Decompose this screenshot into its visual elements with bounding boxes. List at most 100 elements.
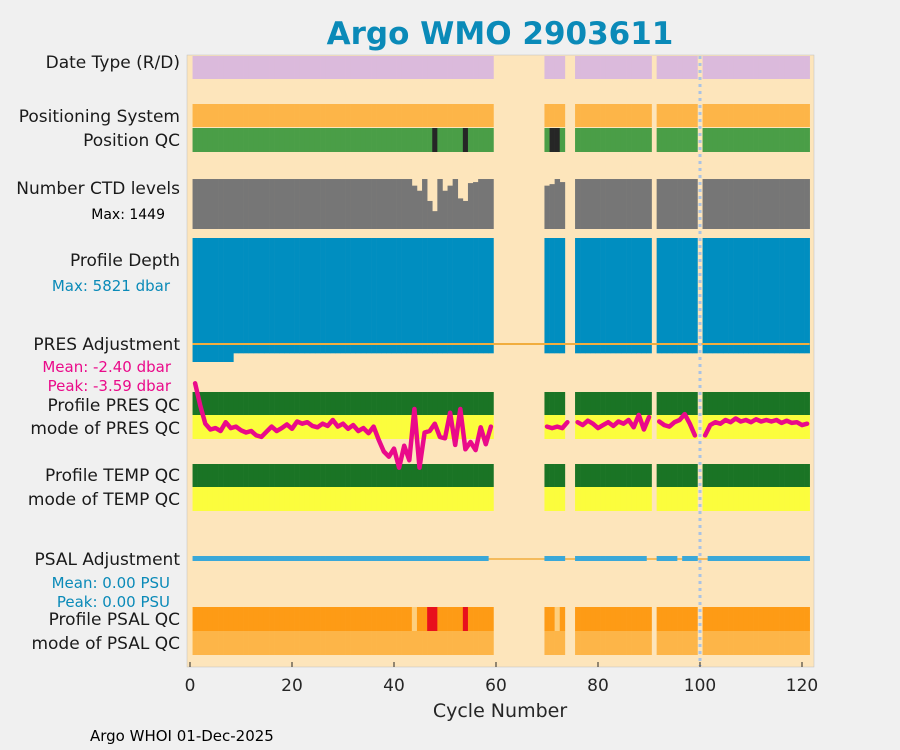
profile-depth-bar <box>804 238 810 354</box>
cycle-bar <box>350 556 357 561</box>
cycle-bar <box>202 607 209 631</box>
cycle-bar <box>406 104 413 127</box>
cycle-bar <box>763 487 770 511</box>
ctd-levels-bar <box>743 179 749 229</box>
cycle-bar <box>549 556 555 561</box>
cycle-bar <box>585 487 591 511</box>
cycle-bar <box>748 556 754 561</box>
cycle-bar <box>223 104 229 127</box>
cycle-bar <box>411 607 418 631</box>
cycle-bar <box>483 56 489 79</box>
cycle-bar <box>580 128 586 152</box>
cycle-bar <box>320 104 326 127</box>
cycle-bar <box>748 415 754 439</box>
profile-depth-bar <box>294 238 300 354</box>
cycle-bar <box>391 607 397 631</box>
cycle-bar <box>284 464 290 487</box>
ctd-levels-bar <box>396 179 402 229</box>
profile-depth-bar <box>666 238 673 354</box>
cycle-bar <box>682 128 688 152</box>
cycle-bar <box>299 415 306 439</box>
cycle-bar <box>427 56 433 79</box>
cycle-bar <box>289 556 295 561</box>
cycle-bar <box>396 415 402 439</box>
cycle-bar <box>687 607 693 631</box>
cycle-bar <box>309 128 316 152</box>
cycle-bar <box>758 556 765 561</box>
cycle-bar <box>381 556 387 561</box>
ctd-levels-bar <box>646 179 652 229</box>
cycle-bar <box>197 415 204 439</box>
ctd-levels-bar <box>345 179 351 229</box>
cycle-bar <box>233 104 239 127</box>
cycle-bar <box>365 607 372 631</box>
cycle-bar <box>554 556 561 561</box>
cycle-bar <box>263 631 270 655</box>
cycle-bar <box>422 56 428 79</box>
cycle-bar <box>722 415 729 439</box>
cycle-bar <box>804 556 810 561</box>
cycle-bar <box>381 56 387 79</box>
cycle-bar <box>620 392 627 415</box>
cycle-bar <box>804 392 810 415</box>
cycle-bar <box>304 415 311 439</box>
cycle-bar <box>779 56 785 79</box>
cycle-bar <box>773 104 780 127</box>
cycle-bar <box>294 56 300 79</box>
cycle-bar <box>350 56 357 79</box>
cycle-bar <box>610 607 617 631</box>
cycle-bar <box>274 607 280 631</box>
cycle-bar <box>677 56 683 79</box>
cycle-bar <box>784 607 790 631</box>
cycle-bar <box>743 56 749 79</box>
cycle-bar <box>661 607 668 631</box>
cycle-bar <box>738 104 744 127</box>
cycle-bar <box>488 607 494 631</box>
cycle-bar <box>549 607 555 631</box>
row-label: Position QC <box>83 131 180 151</box>
cycle-bar <box>580 607 586 631</box>
profile-depth-bar <box>197 238 204 362</box>
cycle-bar <box>314 487 321 511</box>
cycle-bar <box>743 631 749 655</box>
cycle-bar <box>743 104 749 127</box>
cycle-bar <box>554 607 561 631</box>
cycle-bar <box>330 487 336 511</box>
cycle-bar <box>325 464 331 487</box>
profile-depth-bar <box>488 238 494 354</box>
cycle-bar <box>738 464 744 487</box>
profile-depth-bar <box>299 238 306 354</box>
profile-depth-bar <box>620 238 627 354</box>
cycle-bar <box>253 607 260 631</box>
cycle-bar <box>197 631 204 655</box>
cycle-bar <box>432 607 438 631</box>
ctd-levels-bar <box>243 179 249 229</box>
cycle-bar <box>330 631 336 655</box>
ctd-levels-bar <box>427 200 433 229</box>
profile-depth-bar <box>314 238 321 354</box>
cycle-bar <box>544 56 550 79</box>
cycle-bar <box>682 104 688 127</box>
cycle-bar <box>554 56 561 79</box>
cycle-bar <box>452 392 459 415</box>
cycle-bar <box>585 607 591 631</box>
cycle-bar <box>228 392 234 415</box>
cycle-bar <box>631 607 637 631</box>
cycle-bar <box>712 392 719 415</box>
cycle-bar <box>641 128 647 152</box>
cycle-bar <box>202 631 209 655</box>
cycle-bar <box>258 631 265 655</box>
cycle-bar <box>253 104 260 127</box>
cycle-bar <box>289 631 295 655</box>
cycle-bar <box>600 487 606 511</box>
cycle-bar <box>641 392 647 415</box>
cycle-bar <box>197 56 204 79</box>
cycle-bar <box>360 607 367 631</box>
cycle-bar <box>218 631 224 655</box>
cycle-bar <box>794 128 800 152</box>
cycle-bar <box>626 631 632 655</box>
cycle-bar <box>636 487 642 511</box>
cycle-bar <box>763 556 770 561</box>
ctd-levels-bar <box>274 179 280 229</box>
cycle-bar <box>682 415 688 439</box>
